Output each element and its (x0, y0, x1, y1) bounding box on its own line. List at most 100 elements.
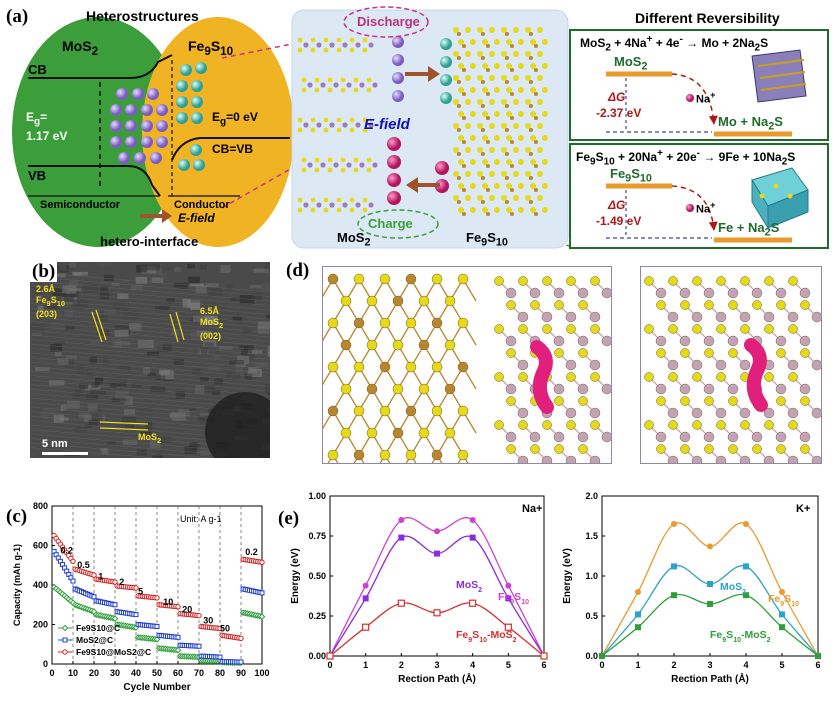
fe9s10-crystal-icon (751, 167, 809, 230)
y-axis-label: Energy (eV) (290, 548, 301, 604)
na-ion-2-label: Na+ (696, 200, 716, 216)
y-tick-label: 0.0 (585, 651, 598, 661)
series-label: Fe9S10 (768, 593, 799, 608)
data-point (217, 654, 223, 660)
mos2-layers-icon (297, 37, 378, 213)
data-point (175, 634, 181, 640)
panel-a-label: (a) (6, 6, 29, 27)
y-tick-label: 2.0 (585, 491, 598, 501)
data-point (70, 558, 76, 565)
x-tick-label: 80 (215, 668, 225, 678)
series-label: Fe9S10-MoS2 (710, 629, 771, 644)
scale-bar-label: 5 nm (42, 438, 68, 450)
data-point (112, 579, 118, 585)
product-2: Fe + Na2S (718, 220, 780, 239)
unit-annotation: Unit: A g-1 (180, 514, 222, 524)
eg-left-label: Eg= 1.17 eV (26, 110, 68, 144)
data-point (743, 521, 749, 527)
data-point (434, 528, 440, 535)
rate-label: 30 (203, 616, 213, 626)
data-point (112, 602, 118, 608)
data-point (91, 572, 97, 578)
x-tick-label: 90 (236, 668, 246, 678)
data-point (133, 612, 139, 618)
k-energy-chart: 0 1 2 3 4 5 6 0.0 0.5 1.0 1.5 2.0 Rection Path (Å) En… (562, 491, 821, 685)
data-point (362, 595, 369, 602)
x-axis-label: Rection Path (Å) (398, 672, 476, 685)
data-point (505, 595, 512, 602)
y-tick-label: 1.5 (585, 531, 598, 541)
legend-marker (61, 624, 69, 632)
data-point (398, 517, 405, 523)
y-tick-label: 0.75 (308, 531, 326, 541)
eg-right-label: Eg=0 eV (212, 110, 258, 128)
data-point (635, 624, 641, 631)
x-tick-label: 5 (779, 660, 784, 670)
x-tick-label: 2 (399, 660, 404, 670)
y-tick-label: 0.5 (585, 611, 598, 621)
data-point (743, 563, 749, 570)
data-point (154, 595, 160, 601)
panel-c-label: (c) (6, 506, 28, 527)
rate-label: 5 (138, 586, 143, 596)
product-1: Mo + Na2S (718, 114, 783, 133)
panel-e-label: (e) (278, 508, 300, 529)
semiconductor-label: Semiconductor (40, 199, 121, 211)
ion-title: K+ (796, 503, 810, 515)
x-axis-label: Cycle Number (123, 682, 190, 693)
data-point (153, 636, 161, 643)
y-tick-label: 200 (33, 620, 48, 630)
y-tick-label: 1.00 (308, 491, 326, 501)
dg1-label: ΔG (608, 90, 626, 104)
data-point (434, 550, 440, 557)
data-point (398, 534, 405, 541)
mos2-ellipse (12, 17, 184, 247)
x-tick-label: 0 (599, 660, 604, 670)
mos2-label: MoS2 (62, 38, 99, 58)
efield-bottom-label: E-field (178, 211, 215, 225)
data-point (133, 585, 139, 591)
x-tick-label: 1 (635, 660, 640, 670)
x-tick-label: 4 (470, 660, 475, 670)
cb-label: CB (28, 62, 47, 77)
discharge-label: Discharge (357, 14, 420, 29)
data-point (599, 653, 605, 659)
data-point (258, 613, 266, 620)
x-tick-label: 1 (363, 660, 368, 670)
heterostructures-title: Heterostructures (86, 8, 199, 24)
tem-annotation-2: 6.5Å MoS2 (002) (200, 306, 224, 341)
mos2-level-label: MoS2 (614, 54, 648, 73)
ion-title: Na+ (522, 503, 543, 515)
dft-structure-2 (640, 266, 823, 467)
data-point (504, 623, 512, 631)
x-tick-label: 60 (173, 668, 183, 678)
discharge-arrow-icon (405, 66, 440, 82)
data-point (362, 623, 370, 631)
x-tick-label: 3 (707, 660, 712, 670)
panel-d-label: (d) (286, 260, 310, 281)
data-point (779, 611, 785, 618)
discharge-ellipse (343, 6, 429, 38)
cb-line (28, 54, 173, 79)
na-energy-chart: 0 1 2 3 4 5 6 0.00 0.25 0.50 0.75 1.00 Rection Path … (290, 491, 548, 685)
dg2-value: -1.49 eV (596, 214, 642, 228)
conductor-label: Conductor (174, 199, 230, 211)
data-point (671, 563, 677, 570)
x-tick-label: 40 (131, 668, 141, 678)
series-label: Fe9S10-MoS2 (456, 629, 517, 644)
data-point (743, 592, 749, 599)
y-tick-label: 600 (33, 541, 48, 551)
tem-texture (30, 262, 270, 458)
x-tick-label: 100 (254, 668, 269, 678)
legend-marker (62, 649, 68, 655)
data-point (540, 652, 548, 660)
data-point (779, 624, 785, 631)
y-tick-label: 0.50 (308, 571, 326, 581)
fe9s10-level-label: Fe9S10 (610, 166, 652, 185)
x-tick-label: 30 (110, 668, 120, 678)
data-point (707, 601, 713, 607)
rate-label: 0.2 (245, 547, 258, 557)
charge-arrow-icon (406, 177, 440, 193)
y-axis-label: Energy (eV) (562, 548, 573, 604)
series-label: MoS2 (456, 579, 482, 594)
